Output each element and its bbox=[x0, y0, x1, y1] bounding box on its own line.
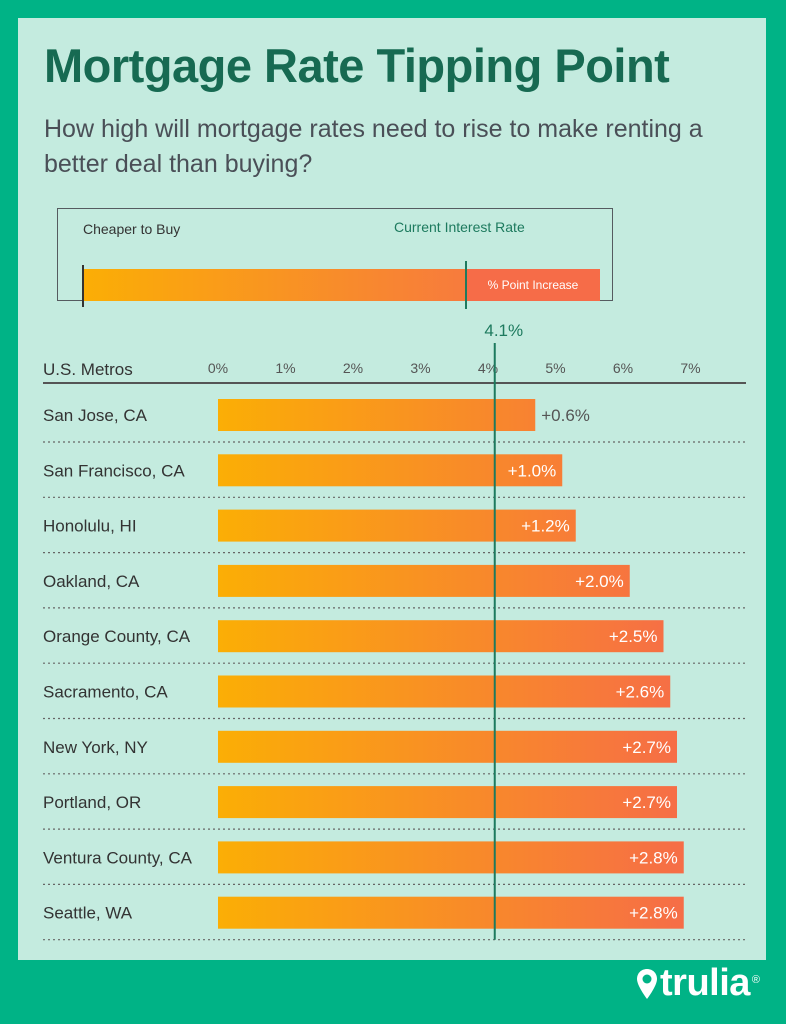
bar-increase-segment bbox=[494, 454, 563, 487]
bar-increase-segment bbox=[494, 620, 664, 653]
metro-label: Oakland, CA bbox=[43, 572, 140, 591]
metro-label: Ventura County, CA bbox=[43, 848, 193, 867]
bar-increase-segment bbox=[494, 730, 677, 763]
legend-current-rate-label: Current Interest Rate bbox=[394, 219, 525, 235]
bar-increase-segment bbox=[494, 675, 671, 708]
x-tick-label: 0% bbox=[208, 360, 228, 376]
bar-base-segment bbox=[218, 786, 495, 819]
bar-base-segment bbox=[218, 454, 495, 487]
x-tick-label: 2% bbox=[343, 360, 363, 376]
increase-data-label: +0.6% bbox=[541, 406, 590, 425]
page-title: Mortgage Rate Tipping Point bbox=[44, 39, 670, 92]
metro-label: Honolulu, HI bbox=[43, 517, 137, 536]
metro-label: Sacramento, CA bbox=[43, 683, 168, 702]
metro-label: San Jose, CA bbox=[43, 406, 148, 425]
legend-cheaper-to-buy-label: Cheaper to Buy bbox=[83, 221, 181, 237]
bar-increase-segment bbox=[494, 509, 576, 542]
increase-data-label: +2.7% bbox=[622, 738, 671, 757]
increase-data-label: +1.0% bbox=[508, 461, 557, 480]
page-subtitle: How high will mortgage rates need to ris… bbox=[44, 115, 703, 178]
legend: Cheaper to Buy Current Interest Rate % P… bbox=[57, 208, 613, 309]
bar-increase-segment bbox=[494, 564, 630, 597]
trulia-logo: trulia ® bbox=[636, 962, 760, 1005]
bar-increase-segment bbox=[494, 399, 536, 431]
brand-name: trulia bbox=[660, 962, 750, 1004]
bar-base-segment bbox=[218, 896, 495, 929]
increase-data-label: +2.5% bbox=[609, 627, 658, 646]
registered-mark: ® bbox=[751, 974, 760, 986]
bar-base-segment bbox=[218, 564, 495, 597]
current-rate-label: 4.1% bbox=[484, 321, 523, 340]
bar-increase-segment bbox=[494, 896, 684, 929]
metro-label: Orange County, CA bbox=[43, 627, 191, 646]
bar-base-segment bbox=[218, 620, 495, 653]
category-header: U.S. Metros bbox=[43, 360, 133, 379]
x-tick-label: 6% bbox=[613, 360, 633, 376]
x-tick-label: 4% bbox=[478, 360, 498, 376]
x-tick-label: 3% bbox=[410, 360, 430, 376]
increase-data-label: +1.2% bbox=[521, 517, 570, 536]
bar-base-segment bbox=[218, 675, 495, 708]
metro-label: Portland, OR bbox=[43, 793, 141, 812]
location-pin-icon bbox=[637, 968, 657, 999]
increase-data-label: +2.8% bbox=[629, 904, 678, 923]
bar-base-segment bbox=[218, 399, 495, 431]
bar-increase-segment bbox=[494, 786, 677, 819]
increase-data-label: +2.7% bbox=[622, 793, 671, 812]
increase-data-label: +2.0% bbox=[575, 572, 624, 591]
increase-data-label: +2.8% bbox=[629, 848, 678, 867]
metro-label: San Francisco, CA bbox=[43, 461, 185, 480]
metro-label: Seattle, WA bbox=[43, 904, 133, 923]
bar-base-segment bbox=[218, 730, 495, 763]
bar-base-segment bbox=[218, 841, 495, 874]
legend-current-rate-tick bbox=[465, 261, 467, 309]
increase-data-label: +2.6% bbox=[616, 683, 665, 702]
legend-start-tick bbox=[82, 265, 84, 307]
bar-base-segment bbox=[218, 509, 495, 542]
x-tick-label: 5% bbox=[545, 360, 565, 376]
x-tick-label: 7% bbox=[680, 360, 700, 376]
legend-increase-segment: % Point Increase bbox=[466, 269, 600, 301]
x-tick-label: 1% bbox=[275, 360, 295, 376]
bar-increase-segment bbox=[494, 841, 684, 874]
metro-label: New York, NY bbox=[43, 738, 148, 757]
